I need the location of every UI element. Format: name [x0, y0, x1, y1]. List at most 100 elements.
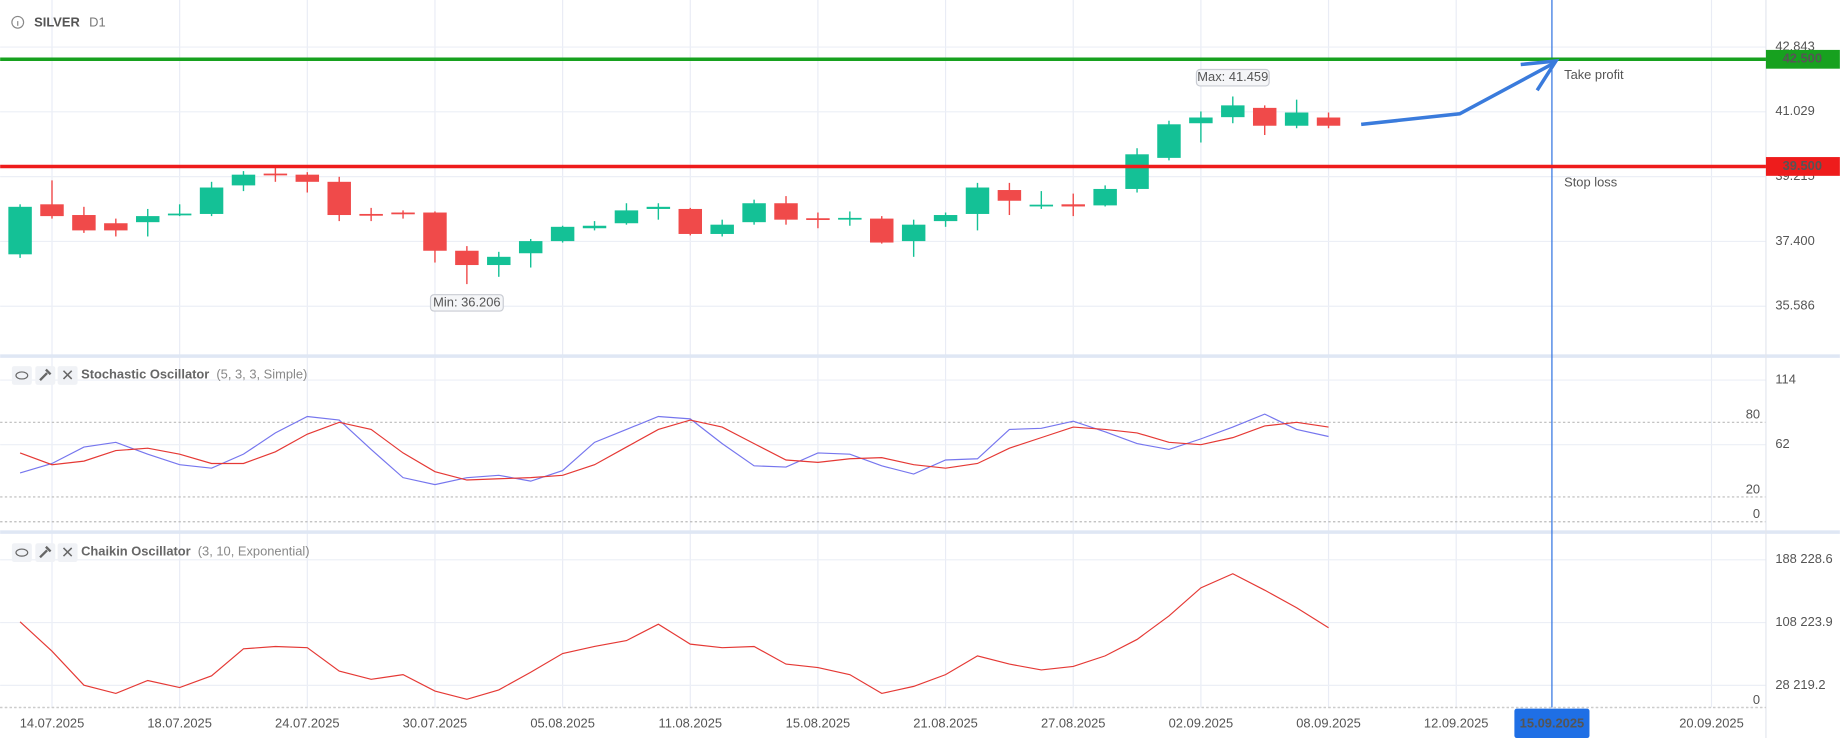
indicator-line — [19, 413, 1329, 486]
extreme-label: Max: 41.459 — [1197, 69, 1268, 84]
candle-body — [901, 224, 926, 242]
candle-body — [487, 256, 511, 266]
candle-body — [1221, 105, 1245, 118]
level-label: 0 — [1753, 692, 1760, 707]
projection-arrowhead — [1520, 58, 1560, 92]
y-tick-label: 114 — [1775, 371, 1796, 386]
crosshair-label: 15.09.2025 — [1520, 715, 1585, 730]
y-tick-label: 62 — [1775, 436, 1789, 451]
x-tick-label: 27.08.2025 — [1041, 715, 1106, 730]
candle-body — [742, 203, 766, 223]
eye-icon — [15, 548, 29, 557]
indicator-controls — [11, 366, 78, 385]
candle-body — [1252, 107, 1277, 126]
candle-body — [391, 212, 415, 215]
y-tick-label: 108 223.9 — [1775, 614, 1832, 629]
indicator-header: Stochastic Oscillator (5, 3, 3, Simple) — [81, 367, 307, 382]
y-tick-label: 188 228.6 — [1775, 551, 1832, 566]
y-tick-label: 37.400 — [1775, 233, 1814, 248]
indicator-params: (5, 3, 3, Simple) — [216, 367, 307, 382]
candle-body — [550, 226, 575, 242]
level-label: 80 — [1746, 407, 1760, 422]
y-tick-label: 42.843 — [1775, 38, 1814, 53]
candle-body — [806, 218, 830, 221]
wrench-icon — [39, 368, 52, 381]
x-tick-label: 15.08.2025 — [786, 715, 851, 730]
candle-body — [136, 216, 160, 223]
x-tick-label: 20.09.2025 — [1679, 715, 1744, 730]
candle-body — [933, 215, 958, 222]
x-tick-label: 02.09.2025 — [1169, 715, 1234, 730]
candle-body — [423, 212, 447, 251]
candle-body — [199, 187, 224, 214]
candle-body — [72, 215, 96, 231]
symbol-header: SILVER D1 — [34, 15, 105, 30]
x-tick-label: 18.07.2025 — [147, 715, 212, 730]
candle-body — [1284, 112, 1309, 126]
candle-body — [1029, 204, 1054, 207]
pane-separator — [0, 354, 1840, 358]
candle-body — [1061, 204, 1085, 207]
candle-body — [263, 173, 288, 176]
candle-body — [231, 174, 256, 186]
indicator-controls — [11, 543, 78, 563]
pane-separator — [0, 530, 1840, 534]
indicator-line — [19, 419, 1329, 481]
symbol: SILVER — [34, 15, 80, 30]
level-price: 39.500 — [1783, 158, 1822, 173]
indicator-title: Stochastic Oscillator — [81, 367, 209, 382]
candle-body — [1157, 124, 1181, 158]
extreme-label-box — [429, 294, 504, 312]
candle-body — [8, 206, 32, 255]
wrench-icon — [39, 545, 52, 559]
timeframe: D1 — [89, 15, 105, 30]
indicator-params: (3, 10, Exponential) — [198, 544, 310, 559]
candle-body — [1316, 117, 1341, 126]
candle-body — [614, 210, 639, 224]
close-icon — [62, 370, 73, 380]
extreme-label: Min: 36.206 — [433, 294, 500, 309]
candle-body — [40, 204, 64, 217]
candle-body — [678, 208, 703, 234]
x-tick-label: 12.09.2025 — [1424, 715, 1489, 730]
candle-body — [582, 225, 607, 229]
y-tick-label: 41.029 — [1775, 103, 1814, 118]
candle-body — [455, 250, 479, 266]
candle-body — [295, 174, 320, 182]
crosshair-label-bg — [1514, 708, 1590, 738]
level-label: 0 — [1753, 506, 1760, 521]
y-tick-label: 28 219.2 — [1775, 677, 1825, 692]
x-tick-label: 11.08.2025 — [658, 715, 722, 730]
level-name: Take profit — [1564, 67, 1624, 82]
candle-body — [870, 218, 894, 243]
candle-body — [646, 206, 671, 209]
candle-body — [997, 190, 1022, 201]
candle-body — [518, 241, 543, 254]
level-price: 42.500 — [1783, 51, 1822, 66]
candle-body — [167, 213, 192, 216]
candle-body — [327, 181, 351, 216]
candle-body — [1189, 117, 1213, 124]
x-tick-label: 08.09.2025 — [1296, 715, 1361, 730]
indicator-header: Chaikin Oscillator (3, 10, Exponential) — [81, 544, 309, 559]
candle-body — [359, 213, 383, 216]
level-badge — [1765, 49, 1840, 69]
eye-icon — [15, 371, 29, 380]
candle-body — [774, 203, 798, 220]
x-tick-label: 05.08.2025 — [530, 715, 595, 730]
x-tick-label: 30.07.2025 — [403, 715, 468, 730]
level-label: 20 — [1746, 481, 1760, 496]
y-tick-label: 35.586 — [1775, 298, 1814, 313]
info-icon[interactable] — [11, 15, 25, 29]
projection-line — [1360, 61, 1555, 127]
visibility-button[interactable] — [11, 366, 32, 385]
visibility-button[interactable] — [11, 543, 32, 563]
indicator-line — [19, 573, 1329, 700]
x-tick-label: 24.07.2025 — [275, 715, 340, 730]
x-tick-label: 21.08.2025 — [913, 715, 978, 730]
close-icon — [62, 547, 73, 557]
candle-body — [104, 223, 128, 231]
candle-body — [710, 224, 734, 234]
